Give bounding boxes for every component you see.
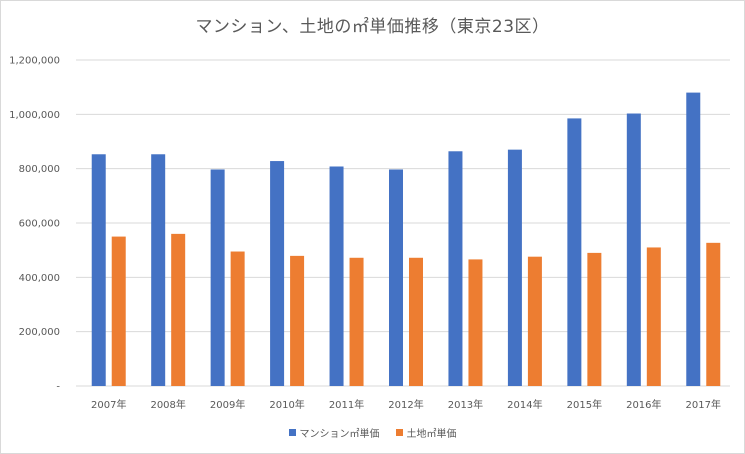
x-tick-label: 2015年 xyxy=(567,398,602,411)
bar-mansion xyxy=(686,92,701,386)
legend-swatch-mansion xyxy=(288,429,296,436)
bar-land xyxy=(230,251,245,386)
bar-land xyxy=(646,247,661,386)
legend-label-land: 土地㎡単価 xyxy=(406,429,457,440)
x-tick-label: 2013年 xyxy=(448,398,483,411)
bar-land xyxy=(587,252,602,386)
x-tick-label: 2017年 xyxy=(686,398,721,411)
x-tick-label: 2012年 xyxy=(388,398,423,411)
x-tick-label: 2014年 xyxy=(507,398,542,411)
bar-mansion xyxy=(626,113,641,386)
bar-mansion xyxy=(389,169,403,386)
bar-mansion xyxy=(329,166,344,386)
x-tick-label: 2016年 xyxy=(626,398,661,411)
x-tick-label: 2008年 xyxy=(150,398,185,411)
bar-land xyxy=(111,236,126,386)
bar-land xyxy=(409,257,423,386)
bar-land xyxy=(527,256,542,386)
bar-land xyxy=(349,257,364,386)
y-tick-label: 800,000 xyxy=(19,164,60,175)
bar-mansion xyxy=(507,149,522,386)
bar-mansion xyxy=(270,161,285,386)
bar-mansion xyxy=(210,169,225,386)
y-tick-label: 200,000 xyxy=(19,327,60,338)
bar-land xyxy=(290,255,305,386)
x-tick-label: 2009年 xyxy=(210,398,245,411)
y-tick-label: - xyxy=(56,382,60,393)
y-tick-label: 400,000 xyxy=(19,273,60,284)
bar-mansion xyxy=(567,118,582,387)
legend: マンション㎡単価 土地㎡単価 xyxy=(0,425,745,440)
legend-label-mansion: マンション㎡単価 xyxy=(299,429,380,440)
bar-mansion xyxy=(91,154,106,386)
y-tick-label: 600,000 xyxy=(19,219,60,230)
legend-swatch-land xyxy=(395,429,403,436)
bar-land xyxy=(706,242,721,386)
chart-title: マンション、土地の㎡単価推移（東京23区） xyxy=(195,17,550,37)
legend-item-land: 土地㎡単価 xyxy=(395,425,457,440)
x-tick-label: 2011年 xyxy=(329,398,364,411)
x-tick-label: 2010年 xyxy=(269,398,304,411)
bar-mansion xyxy=(151,154,166,386)
y-tick-label: 1,200,000 xyxy=(9,56,60,67)
legend-item-mansion: マンション㎡単価 xyxy=(288,425,380,440)
bar-mansion xyxy=(448,151,463,386)
x-tick-label: 2007年 xyxy=(91,398,126,411)
y-tick-label: 1,000,000 xyxy=(9,110,60,121)
bar-land xyxy=(171,233,186,386)
bar-land xyxy=(468,259,483,386)
